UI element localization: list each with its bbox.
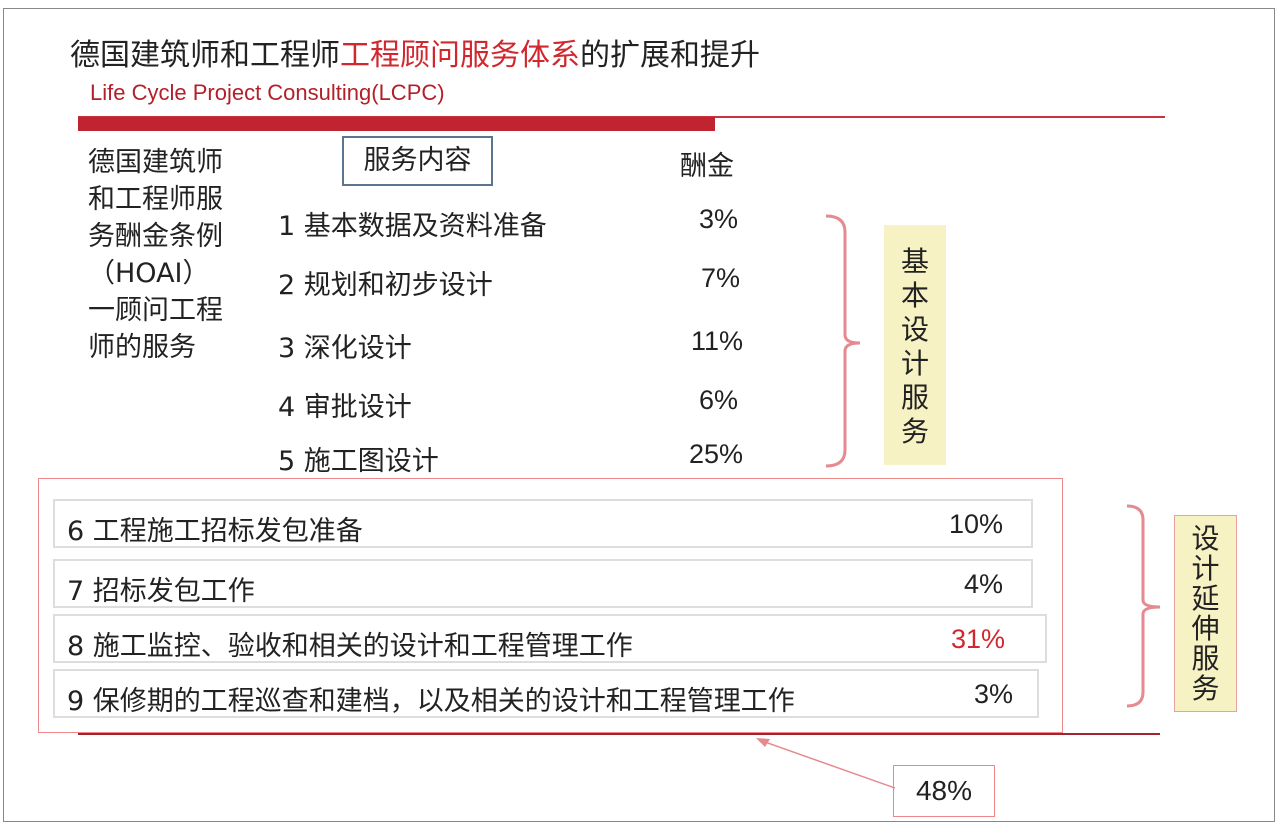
extended-item: 7 招标发包工作 4% [53, 559, 1033, 608]
desc-line: 和工程师服 [88, 184, 223, 215]
extended-total: 48% [893, 765, 995, 817]
desc-line: （HOAI） [88, 258, 210, 289]
desc-line: 德国建筑师 [88, 147, 223, 178]
basic-item-label: 2 规划和初步设计 [278, 270, 493, 301]
extended-services-box [38, 478, 1063, 733]
item-label: 7 招标发包工作 [67, 576, 255, 607]
item-fee: 10% [948, 509, 1003, 539]
arrow-line [761, 740, 896, 789]
extended-group-label: 设计延伸服务 [1174, 515, 1237, 712]
item-label: 8 施工监控、验收和相关的设计和工程管理工作 [67, 631, 633, 662]
basic-item-fee: 3% [698, 204, 738, 234]
basic-item-label: 1 基本数据及资料准备 [278, 211, 547, 242]
divider-bar [78, 117, 715, 131]
title-highlight: 工程顾问服务体系 [340, 38, 580, 73]
item-fee: 4% [963, 569, 1003, 599]
arrowhead-icon [756, 738, 770, 747]
extended-item: 9 保修期的工程巡查和建档，以及相关的设计和工程管理工作 3% [53, 669, 1039, 718]
item-fee: 3% [973, 679, 1013, 709]
slide-frame [3, 8, 1275, 822]
extended-group-text: 设计延伸服务 [1191, 522, 1220, 705]
desc-line: 师的服务 [88, 332, 196, 363]
basic-item-label: 3 深化设计 [278, 333, 412, 364]
basic-item-fee: 11% [690, 326, 743, 356]
title-part1: 德国建筑师和工程师 [70, 38, 340, 73]
basic-item-label: 4 审批设计 [278, 392, 412, 423]
basic-item-fee: 25% [688, 439, 743, 469]
divider-bottom [78, 733, 1160, 735]
item-label: 9 保修期的工程巡查和建档，以及相关的设计和工程管理工作 [67, 686, 795, 717]
basic-group-label: 基本设计服务 [884, 225, 946, 465]
subtitle: Life Cycle Project Consulting(LCPC) [90, 80, 445, 105]
basic-item-fee: 7% [700, 263, 740, 293]
extended-item: 6 工程施工招标发包准备 10% [53, 499, 1033, 548]
brace-basic [825, 214, 861, 468]
desc-line: 务酬金条例 [88, 221, 223, 252]
item-label: 6 工程施工招标发包准备 [67, 516, 363, 547]
fee-header: 酬金 [680, 151, 734, 182]
basic-group-text: 基本设计服务 [900, 245, 929, 448]
basic-item-fee: 6% [698, 385, 738, 415]
item-fee-highlight: 31% [950, 624, 1005, 654]
extended-item: 8 施工监控、验收和相关的设计和工程管理工作 31% [53, 614, 1047, 663]
title-part3: 的扩展和提升 [580, 38, 760, 73]
desc-line: 一顾问工程 [88, 295, 223, 326]
service-header: 服务内容 [342, 136, 493, 186]
hoai-description: 德国建筑师 和工程师服 务酬金条例 （HOAI） 一顾问工程 师的服务 [88, 144, 258, 366]
slide-title: 德国建筑师和工程师工程顾问服务体系的扩展和提升 [70, 30, 760, 74]
brace-extended [1126, 504, 1161, 708]
basic-item-label: 5 施工图设计 [278, 446, 439, 477]
